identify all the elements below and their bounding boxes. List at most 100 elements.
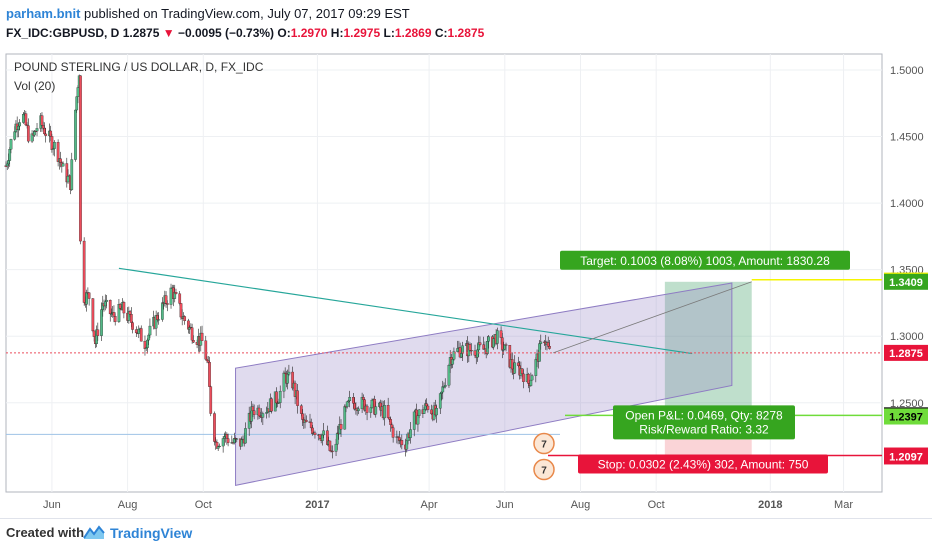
candle-body [456,348,459,352]
stop-label-box [578,454,828,474]
price-axis-value: 1.3409 [889,277,923,289]
candle-body [221,438,225,447]
candle-body [496,330,499,344]
candle-body [529,379,533,386]
candle-body [156,315,159,320]
chart-area[interactable]: Target: 0.1003 (8.08%) 1003, Amount: 183… [0,48,932,518]
candle-body [96,329,100,336]
candle-body [160,302,164,320]
candle-body [108,299,112,315]
candle-body [205,359,209,361]
candle-body [174,292,178,294]
candle-body [343,406,347,430]
risk-reward-label: Risk/Reward Ratio: 3.32 [639,422,769,436]
candle-body [131,322,134,330]
candle-body [164,295,168,304]
candle-body [134,329,138,334]
candle-body [87,292,91,299]
candle-body [296,390,299,406]
candle-body [309,422,313,429]
target-zone [664,281,752,416]
candle-body [40,115,44,126]
candle-body [139,328,143,342]
candle-body [499,330,503,338]
candle-body [75,96,79,111]
price-axis-tag [884,273,928,290]
candle-body [478,342,482,345]
pnl-label: Open P&L: 0.0469, Qty: 8278 [625,408,783,422]
candle-body [348,397,352,402]
candle-body [389,419,392,425]
candle-body [179,303,183,318]
candle-body [169,287,173,305]
price-chart[interactable]: Target: 0.1003 (8.08%) 1003, Amount: 183… [0,48,932,518]
volume-indicator-label[interactable]: Vol (20) [14,79,55,93]
candle-body [435,408,438,416]
x-tick-label: Oct [648,499,665,511]
candle-body [24,113,28,126]
candle-body [405,440,409,450]
candle-body [430,409,433,415]
price-axis-tag [884,448,928,465]
candle-body [492,338,495,348]
candle-body [208,362,211,387]
candle-body [369,407,373,413]
candle-body [74,109,77,160]
open-label: O: [277,26,291,40]
candle-body [482,344,486,350]
candle-body [275,391,278,404]
price-axis-value: 1.2097 [889,451,923,463]
candle-body [50,136,54,150]
candle-body [386,405,390,418]
candle-body [438,393,442,409]
price-axis-value: 1.2875 [889,348,923,360]
candle-body [204,340,208,360]
candle-body [112,312,116,317]
candle-body [357,408,360,411]
candle-body [122,302,126,314]
tradingview-logo-icon [83,525,105,539]
candle-body [546,342,550,347]
symbol-line: FX_IDC:GBPUSD, D 1.2875 ▼ −0.0095 (−0.73… [6,26,484,40]
candle-body [157,319,160,321]
candle-body [270,398,273,412]
candle-body [487,336,491,342]
candle-body [383,405,386,419]
candle-body [334,443,338,452]
candle-body [137,328,141,334]
event-flag-icon [533,458,555,481]
candle-body [206,360,210,363]
candle-body [539,341,543,344]
candle-body [35,128,39,132]
y-tick-label: 1.2500 [890,398,924,410]
footer: Created with TradingView [0,518,932,550]
candle-body [100,309,103,336]
price-axis-tag [884,344,928,361]
author-link[interactable]: parham.bnit [6,6,81,21]
candle-body [301,413,304,420]
candle-body [183,316,187,322]
candle-body [391,427,395,438]
candle-body [70,159,74,190]
candle-body [451,359,455,365]
candle-body [244,428,247,444]
candle-body [468,344,472,351]
last-price: 1.2875 [122,26,160,40]
candles [4,74,551,459]
candle-body [147,334,151,341]
candle-body [190,327,194,341]
candle-body [443,385,447,387]
candle-body [335,432,339,445]
candle-body [144,347,148,349]
candle-body [313,432,317,435]
price-axis-tag [884,408,928,425]
candle-body [426,405,430,410]
candle-body [91,298,95,332]
x-tick-label: Jun [43,499,61,511]
high-label: H: [330,26,344,40]
candle-body [51,148,55,150]
close-value: 1.2875 [447,26,485,40]
tradingview-brand[interactable]: TradingView [110,525,193,541]
candle-body [286,374,290,384]
candle-body [299,405,303,414]
